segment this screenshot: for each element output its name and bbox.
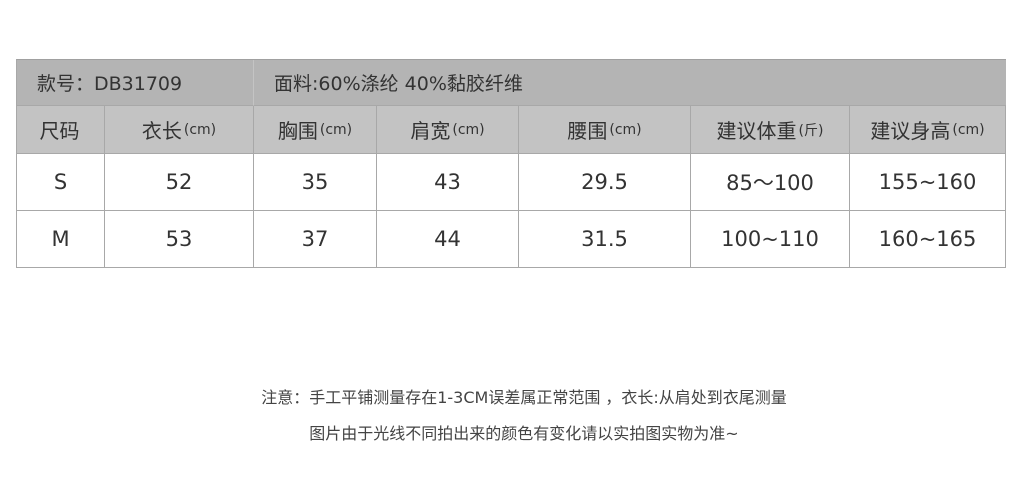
header-unit: (cm) (452, 121, 485, 138)
header-label: 胸围 (277, 119, 318, 143)
table-cell: 35 (254, 154, 377, 211)
header-label: 建议身高 (870, 119, 951, 143)
title-row: 款号：DB31709 面料:60%涤纶 40%黏胶纤维 (16, 59, 1006, 106)
table-cell: 44 (377, 211, 519, 268)
table-cell: M (17, 211, 105, 268)
column-header: 建议身高 (cm) (850, 106, 1006, 154)
table-cell: 31.5 (519, 211, 691, 268)
column-header: 尺码 (17, 106, 105, 154)
header-unit: (cm) (952, 121, 985, 138)
table-cell: 155~160 (850, 154, 1006, 211)
header-label: 肩宽 (410, 119, 451, 143)
column-header: 腰围 (cm) (519, 106, 691, 154)
header-unit: (斤) (798, 122, 824, 139)
table-cell: 52 (105, 154, 254, 211)
column-header: 衣长 (cm) (105, 106, 254, 154)
table-cell: 43 (377, 154, 519, 211)
table-row: S 52 35 43 29.5 85～100 155~160 (16, 154, 1006, 211)
table-cell: 53 (105, 211, 254, 268)
header-row: 尺码 衣长 (cm) 胸围 (cm) 肩宽 (cm) 腰围 (cm) 建议体重 (斤) 建议身高 (cm… (16, 106, 1006, 154)
header-unit: (cm) (609, 121, 642, 138)
table-cell: 85～100 (691, 154, 850, 211)
table-cell: S (17, 154, 105, 211)
note-color: 图片由于光线不同拍出来的颜色有变化请以实拍图实物为准~ (309, 424, 739, 443)
note-measurement: 注意：手工平铺测量存在1-3CM误差属正常范围 ，衣长:从肩处到衣尾测量 (261, 388, 787, 407)
table-row: M 53 37 44 31.5 100~110 160~165 (16, 211, 1006, 268)
header-unit: (cm) (319, 121, 353, 138)
column-header: 胸围 (cm) (254, 106, 377, 154)
header-label: 衣长 (141, 119, 182, 143)
table-cell: 37 (254, 211, 377, 268)
header-label: 腰围 (567, 119, 608, 143)
table-cell: 100~110 (691, 211, 850, 268)
column-header: 肩宽 (cm) (377, 106, 519, 154)
table-cell: 29.5 (519, 154, 691, 211)
size-chart-table: 款号：DB31709 面料:60%涤纶 40%黏胶纤维 尺码 衣长 (cm) 胸围 (c… (16, 59, 1006, 268)
header-unit: (cm) (183, 121, 217, 138)
column-header: 建议体重 (斤) (691, 106, 850, 154)
style-number: 款号：DB31709 (17, 60, 254, 106)
header-label: 尺码 (39, 119, 80, 143)
fabric-composition: 面料:60%涤纶 40%黏胶纤维 (254, 60, 1006, 106)
table-cell: 160~165 (850, 211, 1006, 268)
header-label: 建议体重 (716, 119, 797, 143)
